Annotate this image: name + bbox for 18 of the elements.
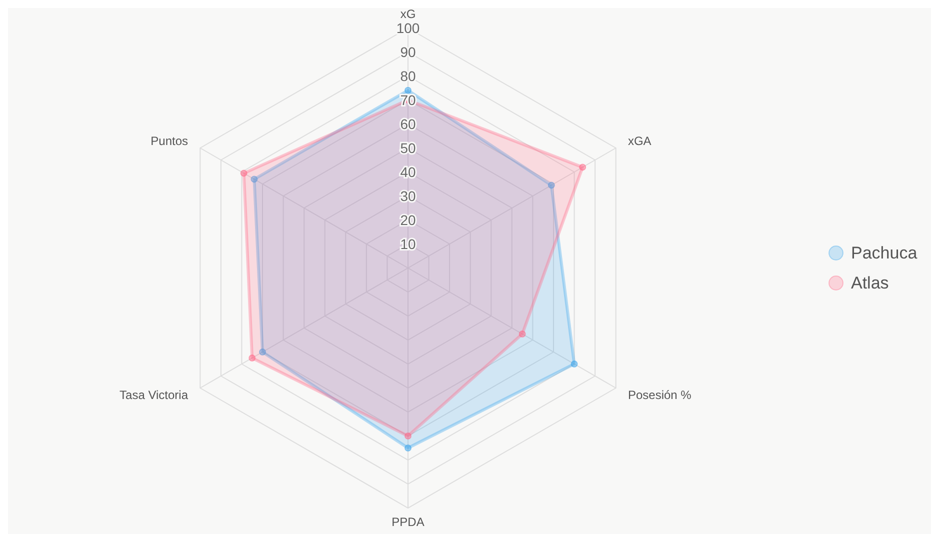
legend-label: Pachuca	[851, 244, 918, 262]
y-tick-label: 70	[400, 92, 416, 108]
legend-label: Atlas	[851, 274, 889, 292]
y-tick-label: 30	[400, 188, 416, 204]
y-tick-label: 90	[400, 44, 416, 60]
spoke-label: Posesión %	[628, 388, 692, 402]
y-tick-label: 40	[400, 164, 416, 180]
spoke-label: xG	[400, 7, 416, 21]
y-tick-label: 60	[400, 116, 416, 132]
spoke-label: Tasa Victoria	[120, 388, 188, 402]
y-tick-label: 100	[396, 20, 420, 36]
spoke-label: xGA	[628, 134, 652, 148]
spoke-label: PPDA	[392, 515, 424, 529]
y-tick-label: 20	[400, 212, 416, 228]
y-tick-label: 50	[400, 140, 416, 156]
y-tick-label: 10	[400, 236, 416, 252]
y-tick-label: 80	[400, 68, 416, 84]
spoke-label: Puntos	[150, 134, 188, 148]
